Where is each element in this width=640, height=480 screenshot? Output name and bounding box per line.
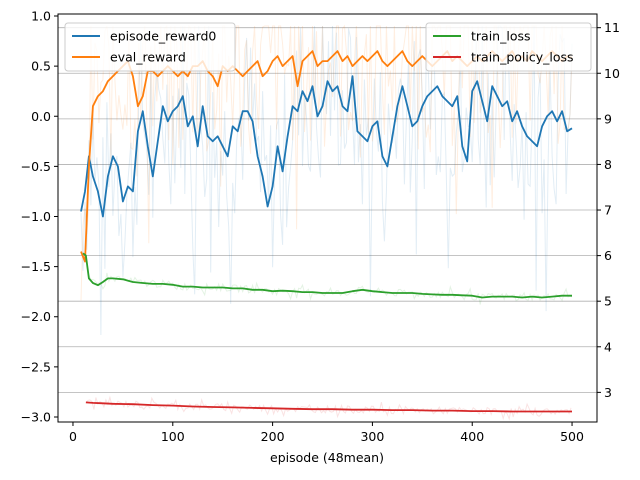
series-line-episode_reward0: [80, 75, 573, 218]
left-y-tick-label-6: 0.0: [31, 109, 51, 124]
x-tick-label-400: 400: [460, 429, 484, 444]
x-tick-label-300: 300: [360, 429, 384, 444]
left-y-tick-label-1: −2.5: [21, 359, 51, 374]
series-line-train_policy_loss: [85, 401, 572, 413]
left-y-tick-label-4: −1.0: [21, 209, 51, 224]
series-line-train_loss: [82, 252, 572, 299]
x-axis: 0 100 200 300 400 500: [69, 422, 584, 444]
raw-trace-episode_reward0: [80, 25, 573, 336]
plot-frame: [57, 13, 598, 423]
right-y-tick-label-3: 3: [604, 385, 612, 400]
left-y-tick-label-3: −1.5: [21, 259, 51, 274]
left-y-axis: −3.0 −2.5 −2.0 −1.5 −1.0 −0.5 0.0 0.5 1.0: [21, 9, 58, 424]
right-y-tick-label-4: 4: [604, 339, 612, 354]
legend-left-box: [64, 22, 236, 72]
legend-left: episode_reward0 eval_reward: [64, 22, 236, 72]
legend-label-eval-reward: eval_reward: [110, 50, 186, 65]
right-y-tick-label-7: 7: [604, 203, 612, 218]
legend-right: train_loss train_policy_loss: [425, 22, 592, 72]
x-tick-label-0: 0: [69, 429, 77, 444]
right-y-tick-label-9: 9: [604, 111, 612, 126]
right-y-axis: 3 4 5 6 7 8 9 10 11: [597, 20, 620, 400]
legend-label-train-loss: train_loss: [471, 29, 531, 44]
raw-trace-eval_reward: [80, 24, 573, 301]
right-y-tick-label-5: 5: [604, 294, 612, 309]
left-y-tick-label-2: −2.0: [21, 309, 51, 324]
left-y-tick-label-0: −3.0: [21, 409, 51, 424]
raw-trace-train_loss: [82, 253, 573, 305]
left-y-tick-label-5: −0.5: [21, 159, 51, 174]
left-y-tick-label-8: 1.0: [31, 9, 51, 24]
legend-label-train-policy-loss: train_policy_loss: [471, 50, 574, 65]
x-axis-label: episode (48mean): [270, 450, 384, 465]
right-y-tick-label-11: 11: [604, 20, 620, 35]
right-y-tick-label-6: 6: [604, 248, 612, 263]
x-tick-label-500: 500: [560, 429, 584, 444]
legend-label-episode-reward0: episode_reward0: [110, 29, 216, 44]
x-tick-label-100: 100: [161, 429, 185, 444]
x-tick-label-200: 200: [261, 429, 285, 444]
left-y-tick-label-7: 0.5: [31, 59, 51, 74]
right-y-tick-label-10: 10: [604, 66, 620, 81]
right-y-tick-label-8: 8: [604, 157, 612, 172]
legend-right-box: [425, 22, 592, 72]
